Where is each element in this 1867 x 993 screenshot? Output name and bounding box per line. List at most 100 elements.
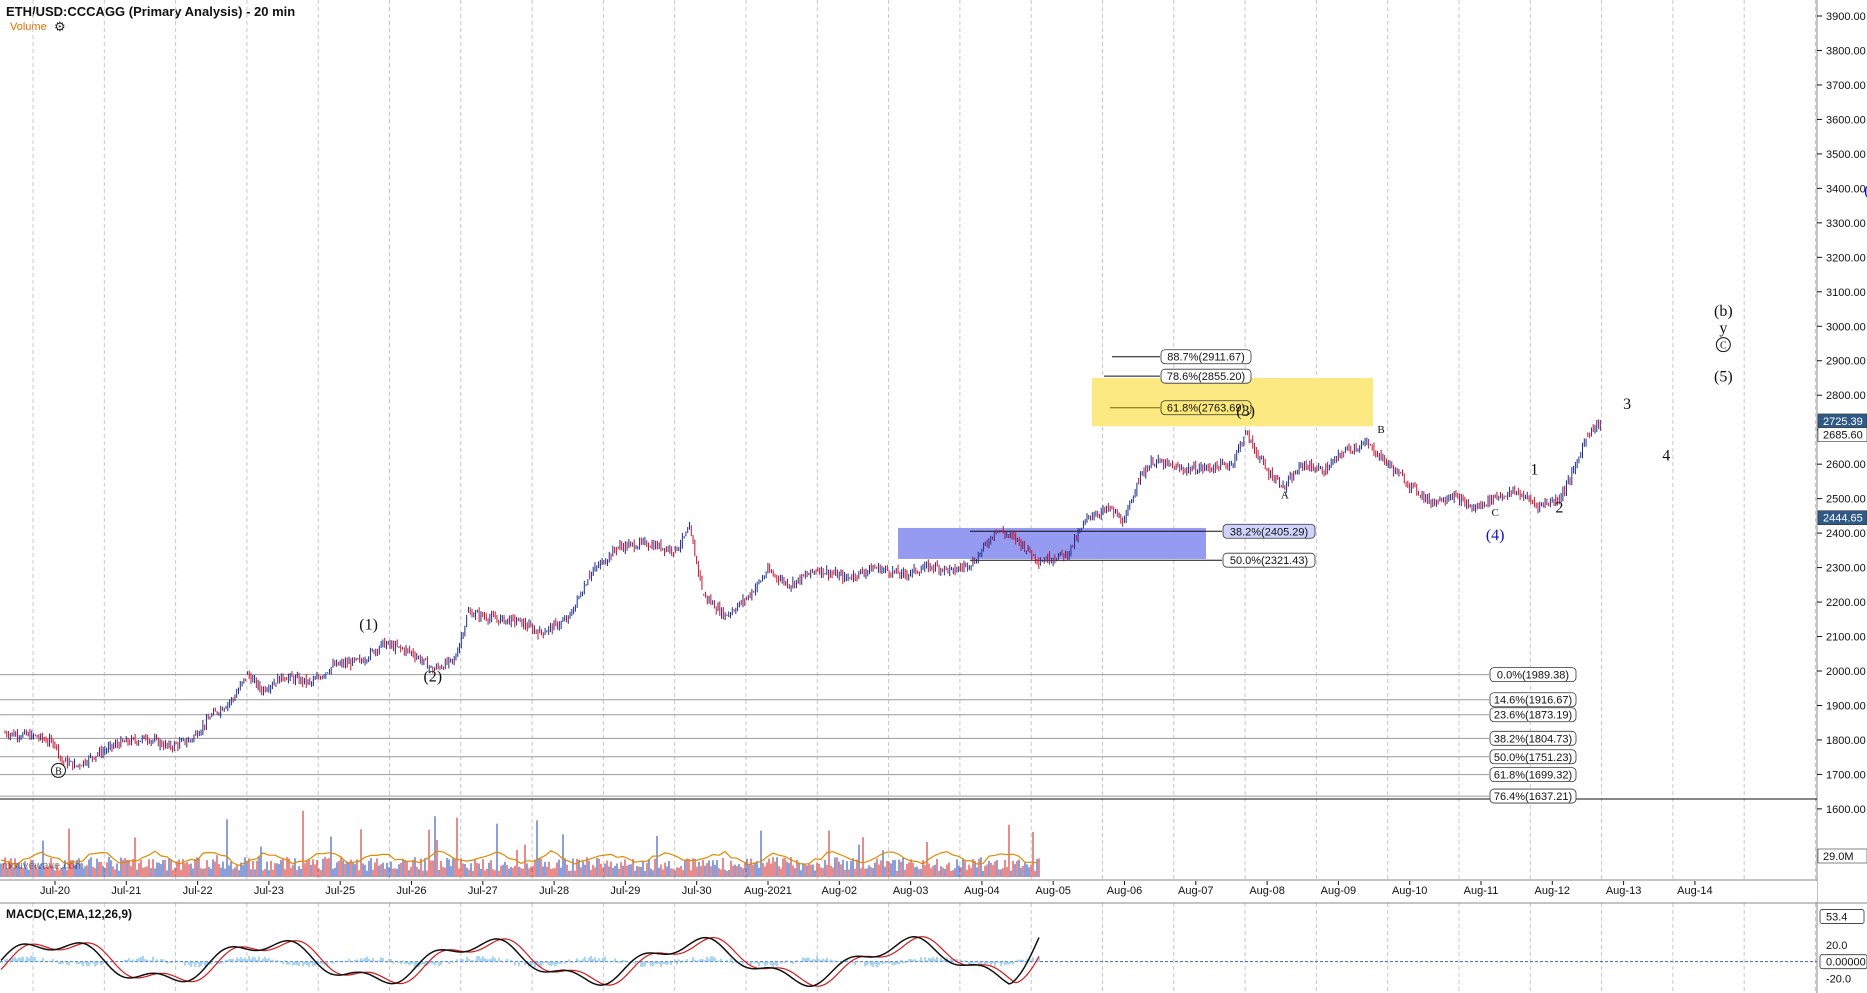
- wave-label: (a): [1864, 182, 1867, 199]
- macd-panel: 53.4 20.0 0.00000 -20.0: [0, 909, 1867, 987]
- volume-value-badge: [1817, 848, 1867, 864]
- date-tick-label: Jul-21: [111, 885, 141, 897]
- price-tick-label: 3100.00: [1826, 287, 1866, 299]
- date-tick-label: Aug-07: [1178, 885, 1213, 897]
- price-tick-label: 3500.00: [1826, 149, 1866, 161]
- wave-label: 4: [1662, 448, 1670, 465]
- date-tick-label: Jul-25: [325, 885, 355, 897]
- price-tick-label: 2500.00: [1826, 494, 1866, 506]
- date-tick-label: Aug-12: [1535, 885, 1570, 897]
- macd-tick-label: 0.00000: [1826, 957, 1866, 969]
- date-tick-label: Aug-06: [1107, 885, 1142, 897]
- fib-level-label-box: [1489, 707, 1577, 723]
- fib-level-label: 78.6%(2855.20): [1167, 371, 1245, 383]
- gear-icon[interactable]: ⚙: [54, 19, 66, 34]
- macd-title: MACD(C,EMA,12,26,9): [6, 907, 133, 921]
- price-tick-label: 3600.00: [1826, 114, 1866, 126]
- wave-label: C: [1720, 341, 1727, 352]
- fib-level-label-box: [1489, 667, 1577, 683]
- price-tick-label: 2600.00: [1826, 459, 1866, 471]
- wave-label: C: [1491, 507, 1498, 519]
- fib-level-label-box: [1160, 349, 1252, 365]
- wave-label: (3): [1236, 403, 1255, 420]
- price-tick-label: 3000.00: [1826, 321, 1866, 333]
- fib-level-label-box: [1222, 523, 1316, 539]
- price-tick-label: 2200.00: [1826, 597, 1866, 609]
- macd-zero-badge: [1819, 954, 1867, 970]
- date-axis-background: [0, 881, 1817, 902]
- fib-level-label: 50.0%(2321.43): [1230, 555, 1308, 567]
- wave-label-circle: [1715, 337, 1731, 353]
- price-tick-label: 3300.00: [1826, 218, 1866, 230]
- date-tick-label: Jul-27: [468, 885, 498, 897]
- fib-level-label-box: [1489, 767, 1577, 783]
- price-tick-label: 2400.00: [1826, 528, 1866, 540]
- fib-level-label-box: [1489, 749, 1577, 765]
- fib-level-label: 50.0%(1751.23): [1494, 752, 1572, 764]
- price-tick-label: 1600.00: [1826, 804, 1866, 816]
- wave-label: B: [55, 766, 62, 777]
- macd-line: [0, 936, 1040, 987]
- price-tick-label: 3200.00: [1826, 252, 1866, 264]
- date-tick-label: Aug-11: [1464, 885, 1499, 897]
- macd-value-badge: [1819, 909, 1865, 924]
- date-tick-label: Jul-28: [539, 885, 569, 897]
- fib-level-label: 23.6%(1873.19): [1494, 710, 1572, 722]
- date-tick-label: Jul-26: [397, 885, 427, 897]
- price-tick-label: 2800.00: [1826, 390, 1866, 402]
- price-value-badge-label: 2685.60: [1823, 430, 1863, 442]
- price-tick-label: 3400.00: [1826, 183, 1866, 195]
- fib-level-label: 61.8%(2763.69): [1167, 403, 1245, 415]
- fib-zone-middle: [898, 527, 1206, 559]
- date-tick-label: Jul-22: [183, 885, 213, 897]
- price-tick-label: 1800.00: [1826, 735, 1866, 747]
- wave-label-circle: [50, 762, 66, 778]
- fib-level-label-box: [1489, 730, 1577, 746]
- date-axis: Jul-20 Jul-21 Jul-22 Jul-23 Jul-25 Jul-26 Jul-…: [0, 881, 1817, 902]
- wave-label-layer: (1) (2) (3) A B C (4) 1 2 3 4 (5) Cy(b) (a) B: [50, 182, 1867, 778]
- wave-label: (4): [1486, 527, 1505, 544]
- wave-label: 2: [1555, 499, 1563, 516]
- price-tick-label: 1900.00: [1826, 700, 1866, 712]
- volume-indicator-label[interactable]: Volume: [10, 21, 47, 33]
- macd-tick-label: 20.0: [1826, 940, 1847, 952]
- wave-label: 3: [1623, 396, 1631, 413]
- price-tick-label: 3900.00: [1826, 11, 1866, 23]
- fib-level-label: 38.2%(1804.73): [1494, 733, 1572, 745]
- fib-level-layer: 88.7%(2911.67) 78.6%(2855.20) 61.8%(2763.6…: [0, 349, 1577, 804]
- fib-zone-layer: [898, 377, 1373, 559]
- date-tick-label: Jul-23: [254, 885, 284, 897]
- price-value-badge-label: 2725.39: [1823, 416, 1863, 428]
- chart-title: ETH/USD:CCCAGG (Primary Analysis) - 20 m…: [6, 4, 296, 19]
- date-tick-label: Aug-03: [893, 885, 928, 897]
- fib-level-label: 0.0%(1989.38): [1497, 670, 1569, 682]
- date-tick-label: Jul-30: [682, 885, 712, 897]
- price-value-badge: [1817, 427, 1867, 442]
- price-value-badge-label: 2444.65: [1823, 513, 1863, 525]
- volume-average-line: [0, 850, 1038, 867]
- price-tick-label: 2100.00: [1826, 632, 1866, 644]
- fib-level-label: 76.4%(1637.21): [1494, 791, 1572, 803]
- macd-tick-label: -20.0: [1826, 974, 1851, 986]
- date-tick-label: Aug-09: [1321, 885, 1356, 897]
- price-tick-label: 1700.00: [1826, 769, 1866, 781]
- wave-label: B: [1377, 424, 1384, 436]
- date-tick-label: Aug-10: [1392, 885, 1427, 897]
- price-value-badge: [1817, 510, 1867, 526]
- date-tick-label: Aug-13: [1606, 885, 1641, 897]
- wave-label: y: [1719, 320, 1727, 337]
- volume-value-badge-label: 29.0M: [1823, 851, 1854, 863]
- date-tick-label: Aug-05: [1035, 885, 1070, 897]
- price-tick-label: 2000.00: [1826, 666, 1866, 678]
- date-tick-label: Jul-20: [40, 885, 70, 897]
- fib-level-label: 61.8%(1699.32): [1494, 770, 1572, 782]
- wave-label: (b): [1714, 303, 1733, 320]
- date-tick-label: Aug-14: [1677, 885, 1712, 897]
- wave-label: (5): [1714, 368, 1733, 385]
- wave-label: A: [1281, 490, 1289, 502]
- macd-tick-label: 53.4: [1826, 912, 1847, 924]
- price-tick-label: 3800.00: [1826, 45, 1866, 57]
- wave-label: 1: [1530, 462, 1538, 479]
- date-tick-label: Aug-02: [822, 885, 857, 897]
